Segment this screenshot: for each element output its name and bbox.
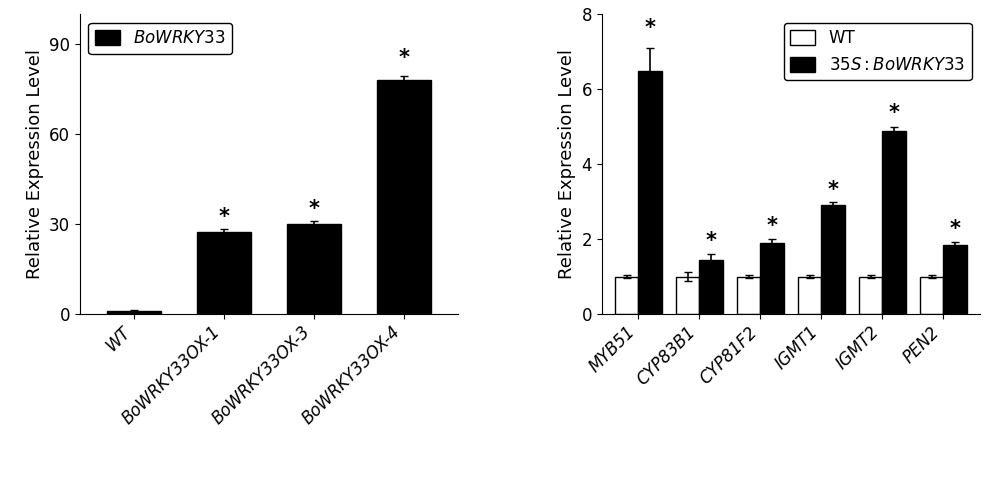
Bar [798,276,821,314]
Bar [882,130,906,314]
Legend: $\mathbf{\mathit{BoWRKY33}}$: $\mathbf{\mathit{BoWRKY33}}$ [88,23,232,54]
Bar [859,276,882,314]
Text: *: * [949,219,960,239]
Text: *: * [706,231,717,251]
Text: *: * [645,18,656,38]
Bar [287,224,341,314]
Bar [760,243,784,314]
Bar [377,80,431,314]
Bar [943,245,967,314]
Bar [197,231,251,314]
Bar [699,260,723,314]
Legend: WT, $\mathit{35S{:}BoWRKY33}$: WT, $\mathit{35S{:}BoWRKY33}$ [784,23,972,81]
Bar [615,276,638,314]
Text: *: * [399,48,410,69]
Text: *: * [767,216,778,237]
Text: *: * [309,199,320,219]
Text: *: * [828,180,839,200]
Text: *: * [889,103,900,123]
Bar [107,311,161,314]
Bar [676,276,699,314]
Bar [638,71,662,314]
Y-axis label: Relative Expression Level: Relative Expression Level [26,49,44,279]
Text: *: * [219,207,230,227]
Bar [737,276,760,314]
Bar [821,205,845,314]
Bar [920,276,943,314]
Y-axis label: Relative Expression Level: Relative Expression Level [558,49,576,279]
